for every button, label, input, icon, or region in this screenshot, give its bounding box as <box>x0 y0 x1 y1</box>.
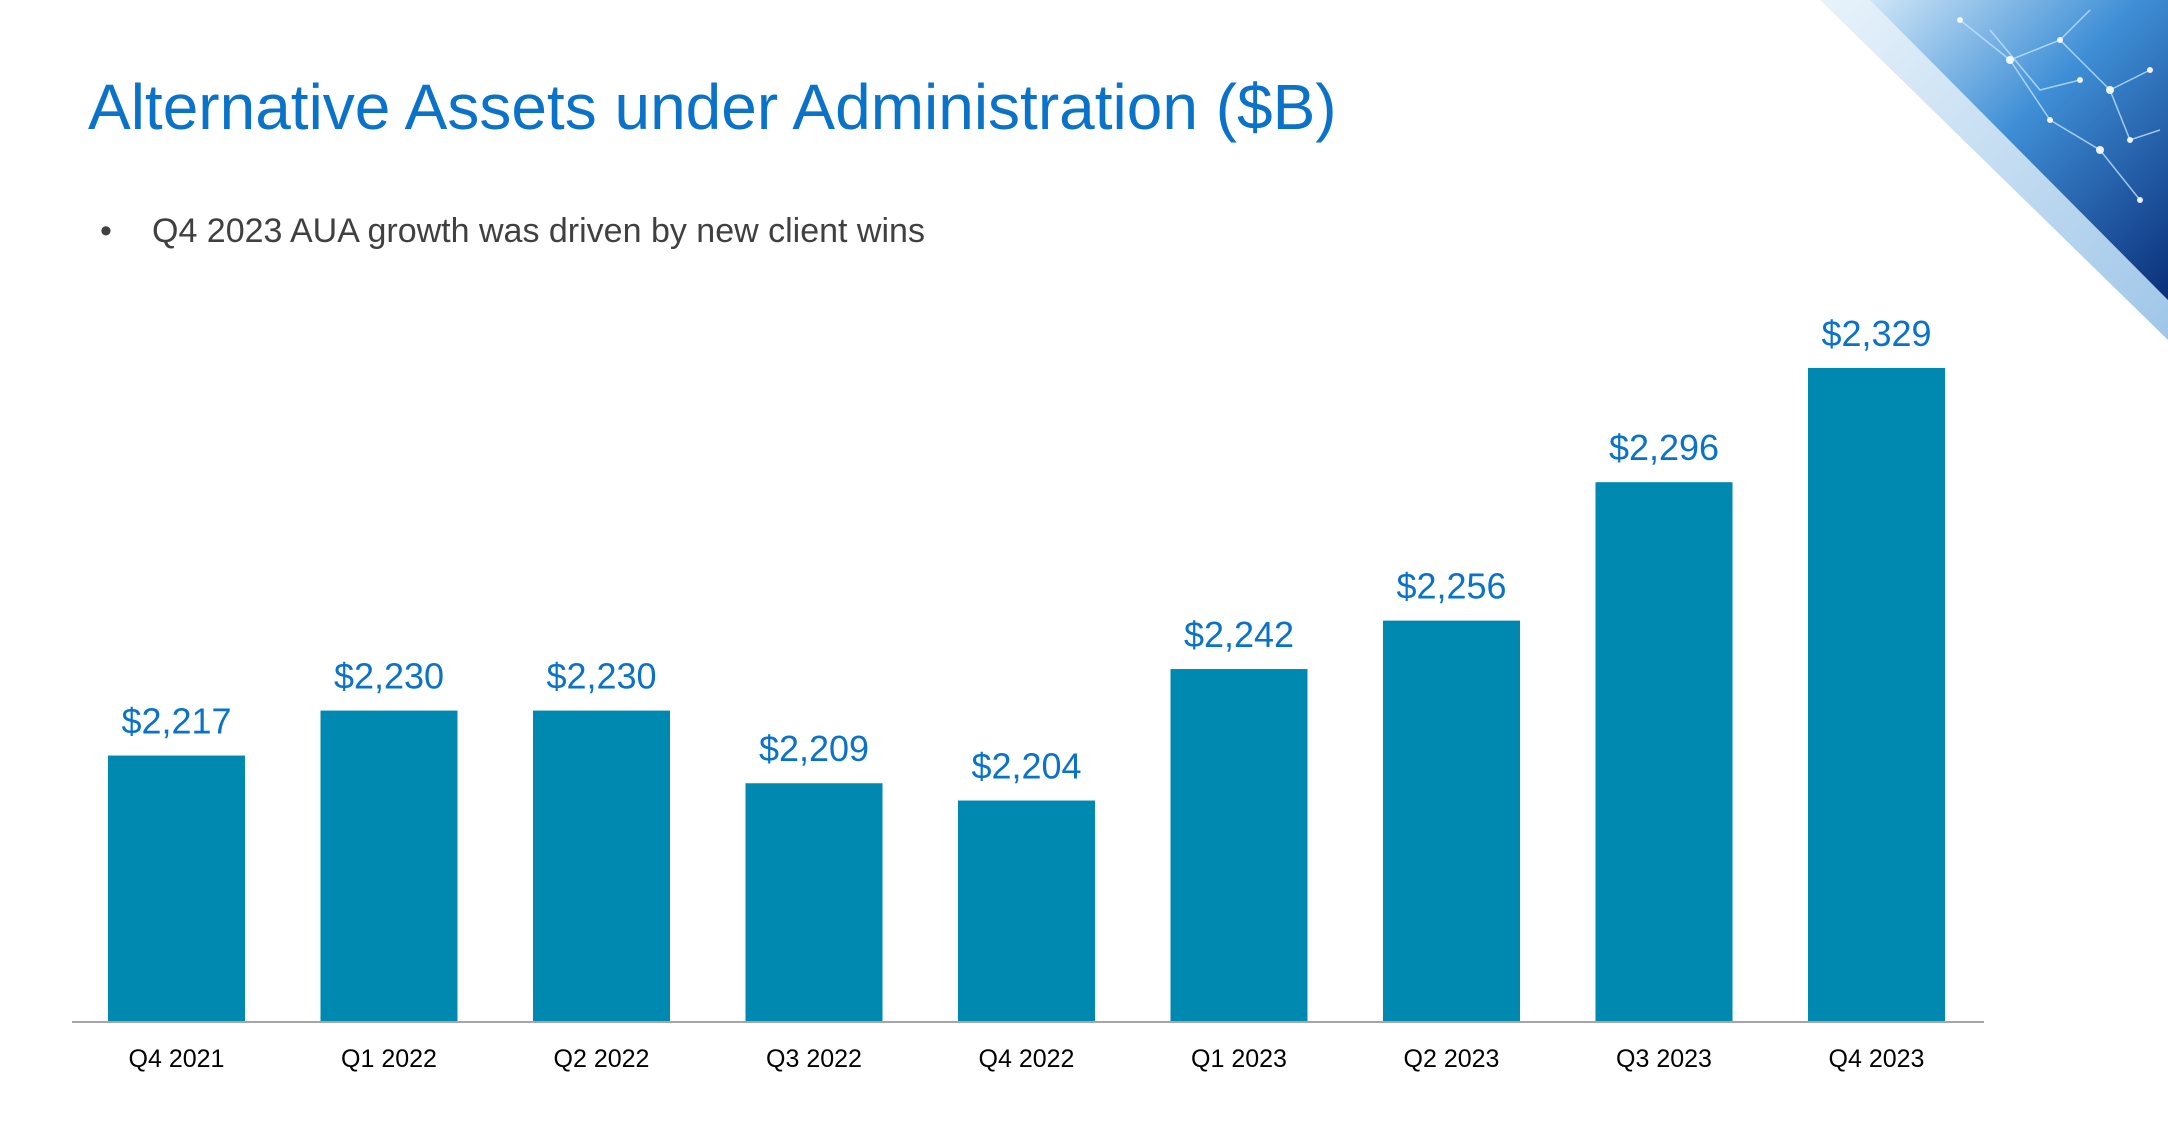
data-label: $2,256 <box>1396 566 1506 607</box>
bar-q4-2023 <box>1808 368 1945 1022</box>
bar-q1-2022 <box>320 710 458 1022</box>
bar-series <box>108 368 1945 1022</box>
x-tick-label: Q4 2021 <box>129 1045 225 1073</box>
data-label: $2,217 <box>121 701 231 742</box>
x-axis-tick-labels: Q4 2021 Q1 2022 Q2 2022 Q3 2022 Q4 2022 Q1 20… <box>129 1045 1925 1073</box>
bullet-list: Q4 2023 AUA growth was driven by new cli… <box>100 212 925 251</box>
data-label: $2,242 <box>1184 614 1294 655</box>
bar-q3-2022 <box>745 783 883 1022</box>
bar-q3-2023 <box>1595 482 1733 1022</box>
bar-q4-2021 <box>108 755 245 1022</box>
x-tick-label: Q2 2022 <box>554 1045 650 1073</box>
data-label: $2,230 <box>334 656 444 697</box>
bar-q2-2023 <box>1383 620 1520 1022</box>
data-label: $2,296 <box>1609 427 1719 468</box>
bar-q2-2022 <box>533 710 670 1022</box>
x-tick-label: Q2 2023 <box>1404 1045 1500 1073</box>
x-tick-label: Q3 2023 <box>1616 1045 1712 1073</box>
bar-q1-2023 <box>1170 669 1308 1022</box>
slide-title: Alternative Assets under Administration … <box>88 71 1337 143</box>
data-label: $2,230 <box>546 656 656 697</box>
x-tick-label: Q4 2023 <box>1829 1045 1925 1073</box>
x-tick-label: Q1 2023 <box>1191 1045 1287 1073</box>
x-tick-label: Q1 2022 <box>341 1045 437 1073</box>
bar-q4-2022 <box>958 800 1095 1022</box>
data-label: $2,209 <box>759 728 869 769</box>
bullet-item: Q4 2023 AUA growth was driven by new cli… <box>100 212 925 251</box>
data-labels: $2,217 $2,230 $2,230 $2,209 $2,204 $2,242 $2,2… <box>121 313 1931 787</box>
x-tick-label: Q4 2022 <box>979 1045 1075 1073</box>
data-label: $2,204 <box>971 746 1081 787</box>
data-label: $2,329 <box>1821 313 1931 354</box>
x-tick-label: Q3 2022 <box>766 1045 862 1073</box>
